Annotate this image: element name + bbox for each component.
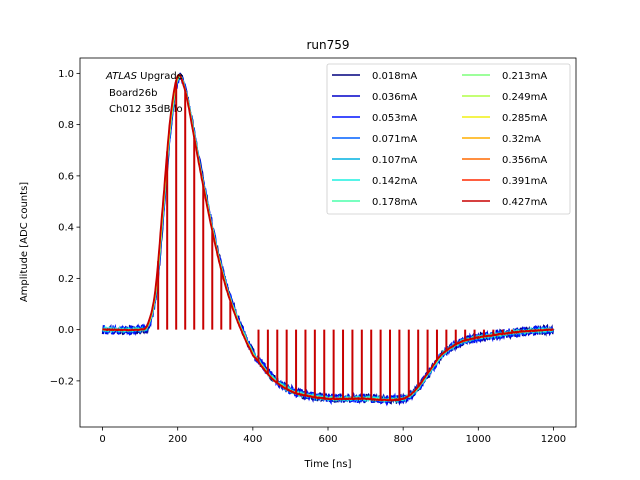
legend: 0.018mA 0.036mA 0.053mA 0.071mA 0.107mA 0.142…: [326, 63, 571, 215]
annotation-line-2: Board26b: [109, 88, 157, 99]
y-tick-label: 0.4: [58, 223, 74, 234]
series-line-0.427mA: [102, 74, 554, 402]
y-tick-label: 0.6: [58, 171, 74, 182]
x-tick-label: 1000: [466, 434, 491, 445]
chart-title: run759: [306, 38, 349, 52]
legend-label: 0.107mA: [372, 155, 417, 166]
annotation-upgrade: Upgrade: [137, 71, 183, 82]
y-tick-label: 0.8: [58, 120, 74, 131]
y-tick-label: −0.2: [50, 376, 74, 387]
annotation-atlas: ATLAS: [105, 71, 138, 82]
legend-label: 0.053mA: [372, 113, 417, 124]
legend-box: [326, 63, 571, 215]
y-axis-label: Amplitude [ADC counts]: [19, 182, 30, 302]
x-tick-label: 200: [168, 434, 187, 445]
x-tick-label: 400: [243, 434, 262, 445]
legend-label: 0.213mA: [502, 71, 547, 82]
legend-label: 0.391mA: [502, 176, 547, 187]
annotation-line-1: ATLAS Upgrade: [105, 71, 183, 82]
y-tick-label: 0.2: [58, 274, 74, 285]
legend-label: 0.32mA: [502, 134, 541, 145]
series-group: [101, 72, 555, 407]
annotation-line-3: Ch012 35dB lo: [109, 104, 183, 115]
legend-label: 0.285mA: [502, 113, 547, 124]
legend-label: 0.071mA: [372, 134, 417, 145]
y-tick-label: 1.0: [58, 69, 74, 80]
x-tick-label: 600: [318, 434, 337, 445]
x-axis-label: Time [ns]: [303, 459, 351, 470]
x-tick-label: 800: [394, 434, 413, 445]
legend-label: 0.018mA: [372, 71, 417, 82]
legend-label: 0.356mA: [502, 155, 547, 166]
legend-label: 0.142mA: [372, 176, 417, 187]
legend-label: 0.249mA: [502, 92, 547, 103]
y-tick-label: 0.0: [58, 325, 74, 336]
plot-area: 0 200 400 600 800 1000 1200 −0.2 0.0 0.2 0.4 0.6 0.8…: [50, 57, 577, 445]
x-tick-label: 0: [99, 434, 105, 445]
x-tick-label: 1200: [541, 434, 566, 445]
legend-label: 0.427mA: [502, 197, 547, 208]
legend-label: 0.036mA: [372, 92, 417, 103]
legend-label: 0.178mA: [372, 197, 417, 208]
